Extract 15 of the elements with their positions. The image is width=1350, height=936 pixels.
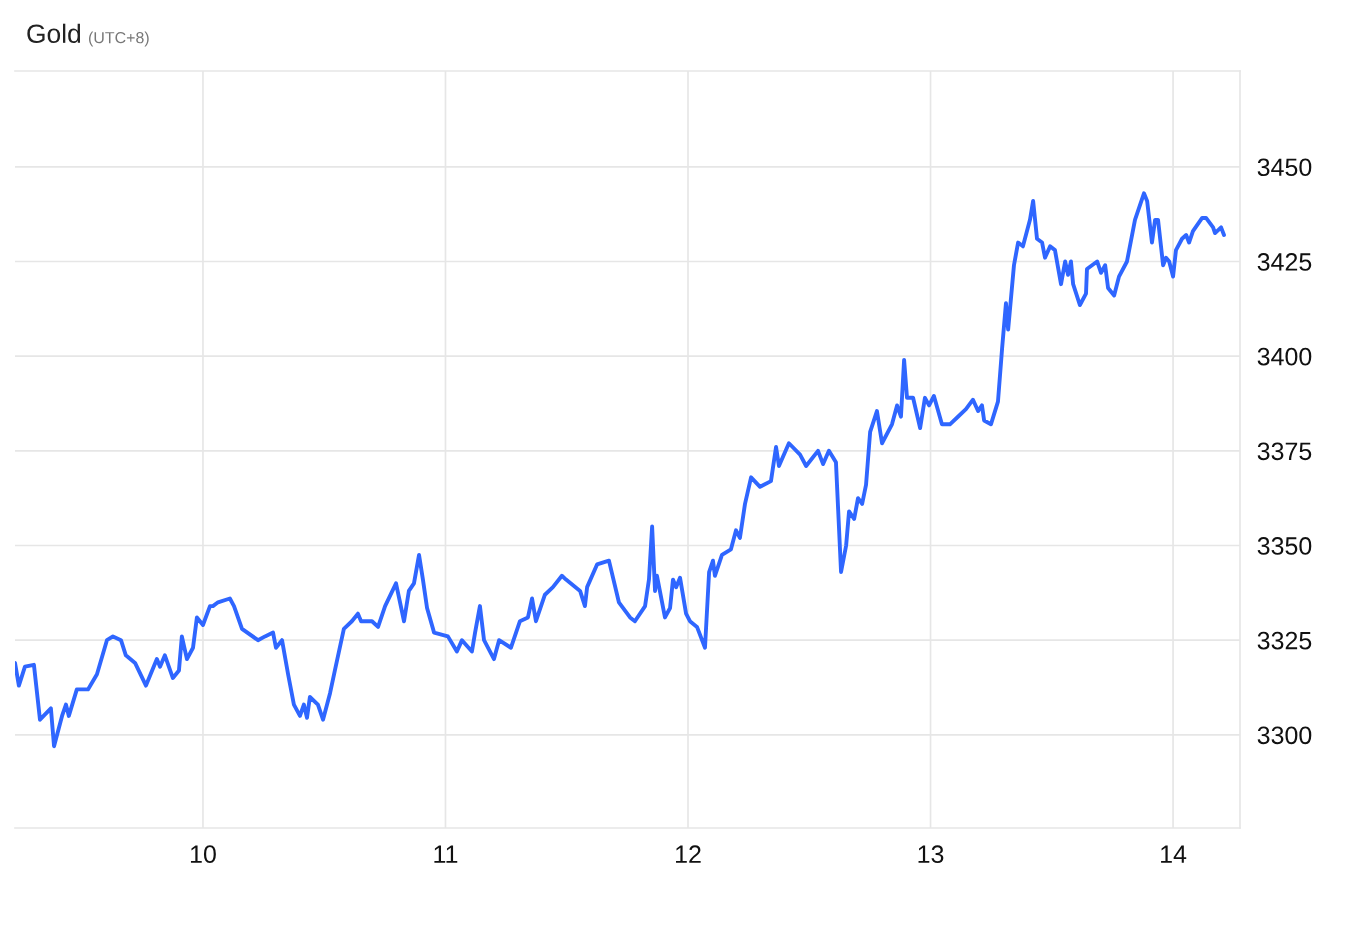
- line-series: [15, 191, 1226, 749]
- y-tick-label: 3375: [1257, 442, 1312, 461]
- y-tick-label: 3400: [1257, 347, 1312, 366]
- x-tick-label: 14: [1161, 845, 1187, 863]
- y-tick-label: 3325: [1257, 631, 1312, 650]
- y-tick-label: 3450: [1257, 158, 1312, 177]
- x-tick-label: 13: [918, 845, 944, 864]
- x-tick-label: 11: [434, 845, 458, 863]
- y-tick-label: 3300: [1257, 726, 1312, 745]
- y-tick-label: 3350: [1257, 537, 1312, 555]
- x-tick-label: 10: [190, 845, 216, 864]
- chart-title: Gold: [27, 23, 81, 44]
- x-tick-label: 12: [676, 845, 701, 863]
- chart-subtitle: (UTC+8): [88, 31, 149, 47]
- y-tick-label: 3425: [1257, 253, 1312, 271]
